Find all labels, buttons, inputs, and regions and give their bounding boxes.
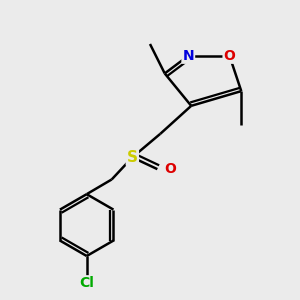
- Text: O: O: [224, 49, 236, 63]
- Text: O: O: [165, 162, 176, 176]
- Text: S: S: [127, 150, 138, 165]
- Text: Cl: Cl: [79, 276, 94, 290]
- Text: N: N: [182, 49, 194, 63]
